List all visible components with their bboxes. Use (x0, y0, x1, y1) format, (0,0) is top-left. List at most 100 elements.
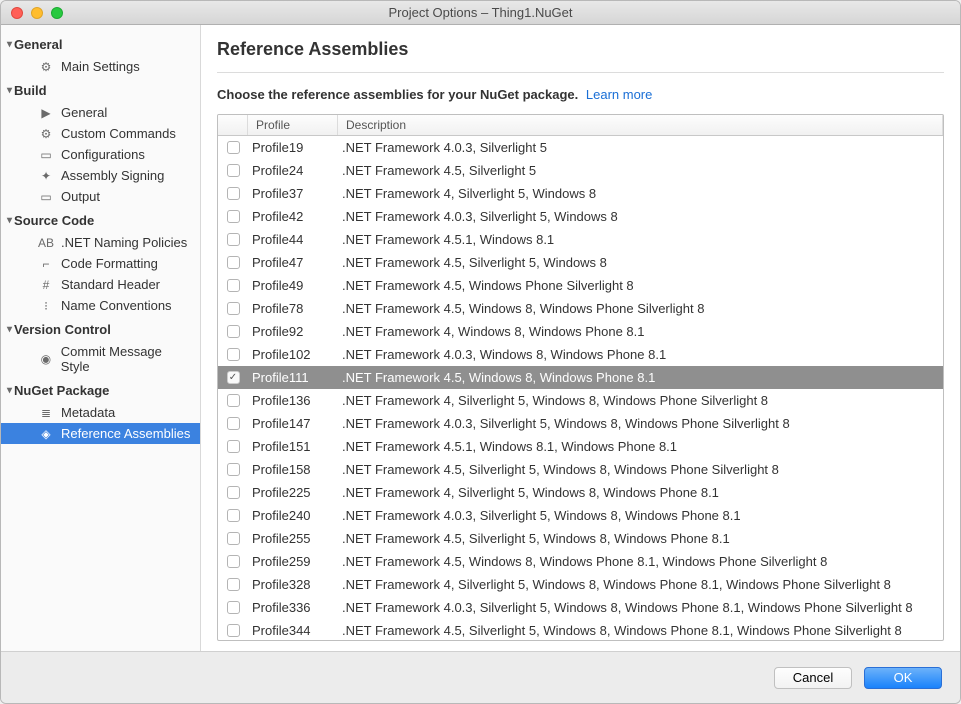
row-profile: Profile44 (248, 232, 338, 247)
sidebar-item-label: Configurations (61, 147, 145, 162)
row-profile: Profile225 (248, 485, 338, 500)
sidebar-item[interactable]: ◉Commit Message Style (1, 341, 200, 377)
learn-more-link[interactable]: Learn more (586, 87, 652, 102)
sidebar-section[interactable]: ▾NuGet Package (1, 377, 200, 402)
checkbox[interactable] (227, 601, 240, 614)
checkbox[interactable] (227, 210, 240, 223)
table-row[interactable]: Profile151.NET Framework 4.5.1, Windows … (218, 435, 943, 458)
checkbox[interactable] (227, 394, 240, 407)
row-check-cell (218, 348, 248, 361)
table-row[interactable]: Profile136.NET Framework 4, Silverlight … (218, 389, 943, 412)
chevron-down-icon: ▾ (7, 385, 12, 396)
checkbox[interactable] (227, 233, 240, 246)
checkbox[interactable] (227, 624, 240, 637)
close-icon[interactable] (11, 7, 23, 19)
checkbox[interactable] (227, 417, 240, 430)
checkbox[interactable] (227, 486, 240, 499)
cancel-button[interactable]: Cancel (774, 667, 852, 689)
sidebar-section[interactable]: ▾Source Code (1, 207, 200, 232)
sidebar-item[interactable]: ≣Metadata (1, 402, 200, 423)
sidebar-item[interactable]: ⌐Code Formatting (1, 253, 200, 274)
zoom-icon[interactable] (51, 7, 63, 19)
table-row[interactable]: Profile78.NET Framework 4.5, Windows 8, … (218, 297, 943, 320)
table-row[interactable]: Profile47.NET Framework 4.5, Silverlight… (218, 251, 943, 274)
checkbox[interactable] (227, 371, 240, 384)
checkbox[interactable] (227, 578, 240, 591)
checkbox[interactable] (227, 256, 240, 269)
table-row[interactable]: Profile102.NET Framework 4.0.3, Windows … (218, 343, 943, 366)
checkbox[interactable] (227, 187, 240, 200)
table-row[interactable]: Profile147.NET Framework 4.0.3, Silverli… (218, 412, 943, 435)
row-check-cell (218, 532, 248, 545)
row-description: .NET Framework 4, Silverlight 5, Windows… (338, 485, 943, 500)
row-check-cell (218, 279, 248, 292)
table-row[interactable]: Profile259.NET Framework 4.5, Windows 8,… (218, 550, 943, 573)
row-description: .NET Framework 4, Silverlight 5, Windows… (338, 186, 943, 201)
sidebar-item[interactable]: ▭Configurations (1, 144, 200, 165)
checkbox[interactable] (227, 302, 240, 315)
checkbox[interactable] (227, 279, 240, 292)
row-profile: Profile19 (248, 140, 338, 155)
table-body[interactable]: Profile19.NET Framework 4.0.3, Silverlig… (218, 136, 943, 640)
checkbox[interactable] (227, 440, 240, 453)
checkbox[interactable] (227, 164, 240, 177)
row-profile: Profile136 (248, 393, 338, 408)
table-row[interactable]: Profile336.NET Framework 4.0.3, Silverli… (218, 596, 943, 619)
sidebar-section[interactable]: ▾General (1, 31, 200, 56)
sidebar-item[interactable]: ⚙Custom Commands (1, 123, 200, 144)
col-check (218, 115, 248, 135)
row-description: .NET Framework 4, Silverlight 5, Windows… (338, 577, 943, 592)
sidebar-item[interactable]: ▶General (1, 102, 200, 123)
row-description: .NET Framework 4, Silverlight 5, Windows… (338, 393, 943, 408)
sidebar-item-label: Name Conventions (61, 298, 172, 313)
row-description: .NET Framework 4.5, Windows Phone Silver… (338, 278, 943, 293)
table-row[interactable]: Profile44.NET Framework 4.5.1, Windows 8… (218, 228, 943, 251)
row-profile: Profile240 (248, 508, 338, 523)
sidebar-item-icon: ⌐ (39, 257, 53, 271)
row-profile: Profile151 (248, 439, 338, 454)
checkbox[interactable] (227, 555, 240, 568)
row-check-cell (218, 601, 248, 614)
table-row[interactable]: Profile49.NET Framework 4.5, Windows Pho… (218, 274, 943, 297)
table-row[interactable]: Profile255.NET Framework 4.5, Silverligh… (218, 527, 943, 550)
table-row[interactable]: Profile42.NET Framework 4.0.3, Silverlig… (218, 205, 943, 228)
sidebar-item[interactable]: ◈Reference Assemblies (1, 423, 200, 444)
row-description: .NET Framework 4.5, Windows 8, Windows P… (338, 301, 943, 316)
sidebar-item[interactable]: ⁝Name Conventions (1, 295, 200, 316)
sidebar-section[interactable]: ▾Build (1, 77, 200, 102)
table-row[interactable]: Profile111.NET Framework 4.5, Windows 8,… (218, 366, 943, 389)
checkbox[interactable] (227, 463, 240, 476)
profiles-table: Profile Description Profile19.NET Framew… (217, 114, 944, 641)
sidebar-item[interactable]: ✦Assembly Signing (1, 165, 200, 186)
minimize-icon[interactable] (31, 7, 43, 19)
sidebar-item-icon: ≣ (39, 406, 53, 420)
row-description: .NET Framework 4.5, Windows 8, Windows P… (338, 554, 943, 569)
table-row[interactable]: Profile344.NET Framework 4.5, Silverligh… (218, 619, 943, 640)
row-description: .NET Framework 4.5.1, Windows 8.1, Windo… (338, 439, 943, 454)
row-check-cell (218, 141, 248, 154)
table-row[interactable]: Profile225.NET Framework 4, Silverlight … (218, 481, 943, 504)
sidebar-section[interactable]: ▾Version Control (1, 316, 200, 341)
sidebar-item-label: Reference Assemblies (61, 426, 190, 441)
table-row[interactable]: Profile19.NET Framework 4.0.3, Silverlig… (218, 136, 943, 159)
checkbox[interactable] (227, 348, 240, 361)
sidebar-item[interactable]: AB.NET Naming Policies (1, 232, 200, 253)
footer: Cancel OK (1, 651, 960, 703)
table-row[interactable]: Profile158.NET Framework 4.5, Silverligh… (218, 458, 943, 481)
checkbox[interactable] (227, 509, 240, 522)
checkbox[interactable] (227, 141, 240, 154)
sidebar-item-label: Main Settings (61, 59, 140, 74)
divider (217, 72, 944, 73)
checkbox[interactable] (227, 532, 240, 545)
table-row[interactable]: Profile92.NET Framework 4, Windows 8, Wi… (218, 320, 943, 343)
table-row[interactable]: Profile328.NET Framework 4, Silverlight … (218, 573, 943, 596)
sidebar-item[interactable]: ⚙Main Settings (1, 56, 200, 77)
checkbox[interactable] (227, 325, 240, 338)
sidebar-item[interactable]: ▭Output (1, 186, 200, 207)
ok-button[interactable]: OK (864, 667, 942, 689)
table-row[interactable]: Profile24.NET Framework 4.5, Silverlight… (218, 159, 943, 182)
table-row[interactable]: Profile240.NET Framework 4.0.3, Silverli… (218, 504, 943, 527)
table-row[interactable]: Profile37.NET Framework 4, Silverlight 5… (218, 182, 943, 205)
sidebar-item[interactable]: #Standard Header (1, 274, 200, 295)
row-profile: Profile344 (248, 623, 338, 638)
